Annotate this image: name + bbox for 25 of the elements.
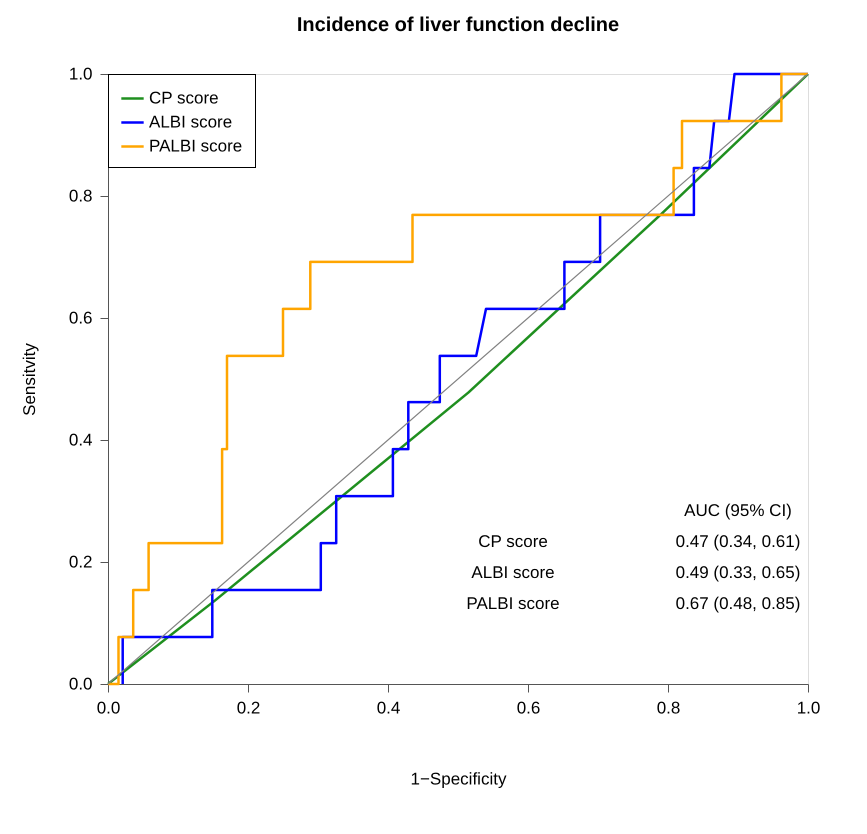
y-tick-label: 0.4 [68, 430, 92, 450]
chart-title: Incidence of liver function decline [296, 14, 620, 36]
y-tick-label: 0.0 [68, 674, 92, 694]
annotation: ALBI score [471, 563, 555, 582]
annotation: PALBI score [466, 594, 560, 613]
annotation: CP score [478, 532, 548, 551]
legend-label: ALBI score [149, 112, 232, 132]
annotation: AUC (95% CI) [684, 501, 792, 520]
x-tick-label: 0.6 [516, 698, 540, 718]
x-axis-title: 1−Specificity [410, 770, 507, 788]
annotation: 0.49 (0.33, 0.65) [676, 563, 800, 582]
annotation: 0.47 (0.34, 0.61) [676, 532, 800, 551]
x-tick-label: 0.2 [236, 698, 260, 718]
y-tick-label: 1.0 [68, 64, 92, 84]
y-tick-label: 0.2 [68, 552, 92, 572]
y-axis-title: Sensitvity [20, 342, 39, 416]
legend-label: PALBI score [149, 136, 242, 156]
legend-label: CP score [149, 88, 219, 108]
annotation: 0.67 (0.48, 0.85) [676, 594, 800, 613]
x-tick-label: 1.0 [796, 698, 820, 718]
x-tick-label: 0.0 [96, 698, 120, 718]
x-tick-label: 0.4 [376, 698, 400, 718]
y-tick-label: 0.6 [68, 308, 92, 328]
x-tick-label: 0.8 [656, 698, 680, 718]
y-tick-label: 0.8 [68, 186, 92, 206]
